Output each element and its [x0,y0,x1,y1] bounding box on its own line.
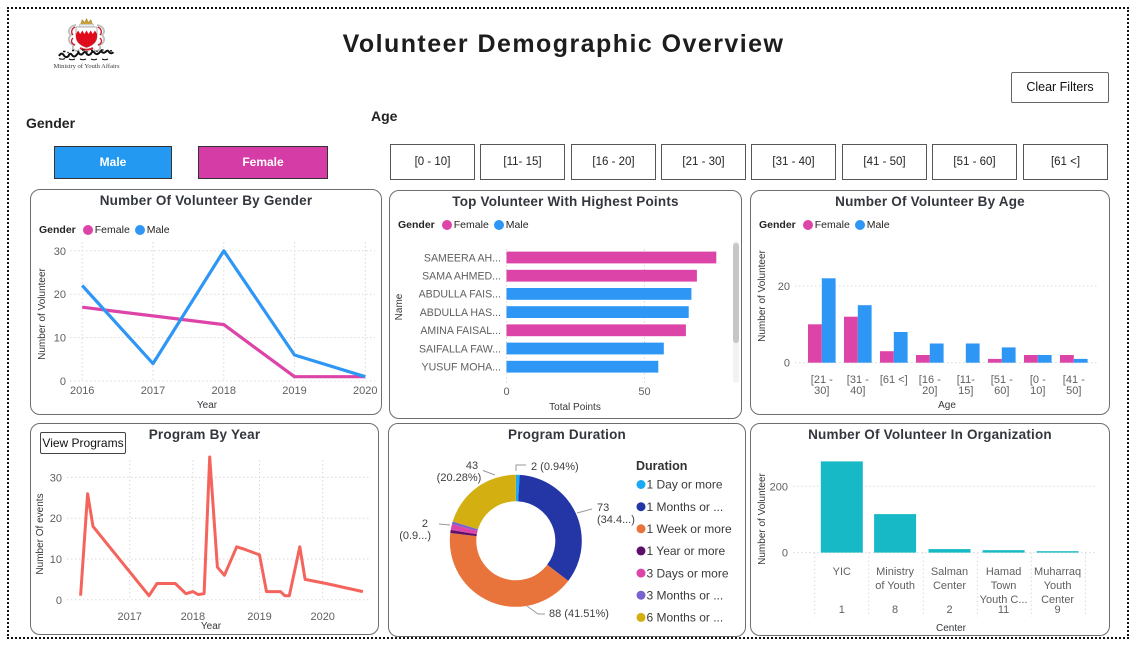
svg-text:2019: 2019 [247,611,271,623]
svg-text:(0.9...): (0.9...) [399,530,431,542]
svg-text:3 Days or more: 3 Days or more [647,566,729,580]
svg-text:11: 11 [998,604,1009,616]
svg-text:0: 0 [784,358,790,370]
svg-text:3 Months or ...: 3 Months or ... [647,588,724,602]
svg-text:15]: 15] [958,385,973,397]
svg-text:20]: 20] [922,385,937,397]
svg-text:20: 20 [778,281,790,293]
svg-text:2 (0.94%): 2 (0.94%) [531,461,579,473]
svg-text:Salman: Salman [931,566,968,578]
svg-text:Hamad: Hamad [986,566,1021,578]
svg-text:30: 30 [54,246,66,258]
svg-text:Total Points: Total Points [549,402,601,413]
svg-text:Number Of events: Number Of events [35,493,46,574]
svg-text:2020: 2020 [353,385,377,397]
svg-text:1 Months or ...: 1 Months or ... [647,500,724,514]
svg-text:(34.4...): (34.4...) [597,514,635,526]
svg-text:43: 43 [466,460,478,472]
svg-text:10: 10 [54,333,66,345]
svg-text:Number of Volunteer: Number of Volunteer [757,472,768,564]
svg-text:50]: 50] [1066,385,1081,397]
svg-text:2018: 2018 [212,385,236,397]
svg-text:[0 -: [0 - [1030,374,1046,386]
svg-text:1 Week or more: 1 Week or more [647,522,732,536]
svg-text:1 Year or more: 1 Year or more [647,544,726,558]
svg-text:200: 200 [770,481,788,493]
svg-text:[51 -: [51 - [991,374,1013,386]
svg-text:30: 30 [50,472,62,484]
svg-text:0: 0 [56,595,62,607]
svg-text:Center: Center [933,580,966,592]
svg-text:6 Months or ...: 6 Months or ... [647,611,724,625]
svg-text:Youth: Youth [1044,580,1072,592]
svg-text:2017: 2017 [117,611,141,623]
svg-text:50: 50 [638,386,650,398]
svg-text:ABDULLA HAS...: ABDULLA HAS... [420,307,501,319]
svg-text:2017: 2017 [141,385,165,397]
svg-text:Town: Town [991,580,1017,592]
svg-text:60]: 60] [994,385,1009,397]
svg-text:of Youth: of Youth [875,580,915,592]
svg-text:[41 -: [41 - [1063,374,1085,386]
svg-text:2016: 2016 [70,385,94,397]
svg-text:9: 9 [1055,604,1061,616]
svg-text:2019: 2019 [282,385,306,397]
svg-text:0: 0 [60,376,66,388]
svg-text:Muharraq: Muharraq [1034,566,1081,578]
svg-text:Number of Volunteer: Number of Volunteer [757,249,768,341]
svg-text:Ministry: Ministry [876,566,914,578]
svg-text:Age: Age [938,400,956,411]
svg-text:YUSUF MOHA...: YUSUF MOHA... [422,362,501,374]
svg-text:88 (41.51%): 88 (41.51%) [549,608,609,620]
svg-text:Duration: Duration [636,459,687,473]
svg-text:0: 0 [782,548,788,560]
svg-text:Youth C...: Youth C... [980,594,1028,606]
svg-text:30]: 30] [814,385,829,397]
svg-text:Year: Year [197,400,218,411]
svg-text:Center: Center [1041,594,1074,606]
svg-text:Name: Name [394,293,405,320]
svg-text:AMINA FAISAL...: AMINA FAISAL... [420,325,501,337]
svg-text:2018: 2018 [181,611,205,623]
svg-text:2: 2 [422,518,428,530]
svg-text:20: 20 [54,289,66,301]
svg-text:0: 0 [503,386,509,398]
svg-text:2020: 2020 [310,611,334,623]
svg-text:10]: 10] [1030,385,1045,397]
svg-text:8: 8 [892,604,898,616]
svg-text:(20.28%): (20.28%) [437,472,482,484]
svg-text:10: 10 [50,554,62,566]
svg-text:[16 -: [16 - [919,374,941,386]
svg-text:[61 <]: [61 <] [880,374,908,386]
svg-text:[21 -: [21 - [811,374,833,386]
svg-text:Year: Year [201,621,222,632]
svg-text:20: 20 [50,513,62,525]
svg-text:1: 1 [839,604,845,616]
svg-text:1 Day or more: 1 Day or more [647,478,723,492]
svg-text:SAMA AHMED...: SAMA AHMED... [422,271,501,283]
svg-text:40]: 40] [850,385,865,397]
svg-text:ABDULLA FAIS...: ABDULLA FAIS... [419,289,501,301]
svg-text:[11-: [11- [957,374,975,386]
svg-text:SAMEERA AH...: SAMEERA AH... [424,252,501,264]
svg-text:SAIFALLA FAW...: SAIFALLA FAW... [419,343,501,355]
svg-text:73: 73 [597,502,609,514]
svg-text:[31 -: [31 - [847,374,869,386]
svg-text:2: 2 [946,604,952,616]
svg-text:Number of Volunteer: Number of Volunteer [37,267,48,359]
svg-text:YIC: YIC [833,566,851,578]
svg-text:Center: Center [936,623,967,634]
